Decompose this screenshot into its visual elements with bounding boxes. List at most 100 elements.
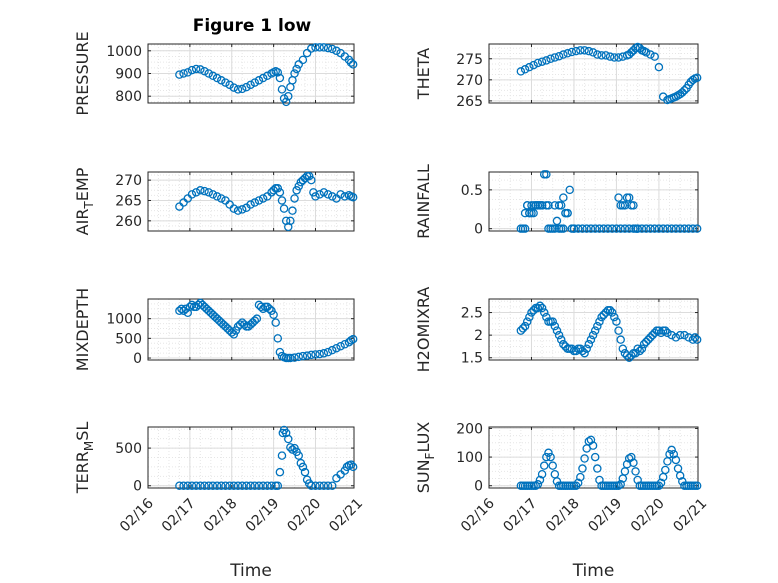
data-point <box>200 481 209 490</box>
data-point <box>294 451 303 460</box>
data-point <box>624 353 634 362</box>
data-point <box>559 339 568 349</box>
y-tick-label: 270 <box>456 73 483 89</box>
data-point <box>631 348 640 358</box>
y-tick-label: 270 <box>115 173 142 189</box>
data-point <box>265 304 274 314</box>
x-tick-label: 02/16 <box>458 495 498 535</box>
data-point <box>315 43 324 52</box>
data-point <box>292 64 301 74</box>
data-point <box>531 481 540 490</box>
data-point <box>535 301 545 311</box>
x-tick-label: 02/21 <box>326 496 366 536</box>
y-tick-label: 500 <box>115 331 142 347</box>
data-point <box>644 335 653 344</box>
data-point <box>624 193 634 202</box>
data-point <box>537 57 547 66</box>
data-point <box>183 308 193 318</box>
data-point <box>529 306 538 315</box>
data-point <box>635 346 645 356</box>
data-point <box>175 70 184 79</box>
data-point <box>580 454 589 463</box>
data-point <box>607 308 617 317</box>
axes-box <box>488 43 699 104</box>
data-point <box>221 78 230 87</box>
subplot-1: 800 900 1000 PRESSURE <box>73 31 358 116</box>
data-point <box>641 48 651 57</box>
data-point <box>307 44 316 53</box>
data-point <box>258 304 268 314</box>
data-point <box>200 66 209 76</box>
x-tick-label: 02/20 <box>628 496 668 536</box>
data-point <box>680 86 689 95</box>
data-point <box>576 344 585 353</box>
data-point <box>307 350 316 360</box>
data-point <box>250 198 260 207</box>
data-point <box>631 467 640 476</box>
data-point <box>275 188 285 197</box>
data-point <box>212 481 222 490</box>
data-point <box>550 53 560 62</box>
axes-box <box>147 171 355 232</box>
data-point <box>298 55 308 65</box>
data-point <box>227 328 236 337</box>
data-point <box>637 344 647 353</box>
data-point <box>518 324 528 333</box>
data-point <box>586 335 596 344</box>
data-point <box>516 67 526 76</box>
data-point <box>646 224 655 233</box>
data-point <box>271 318 280 327</box>
data-point <box>595 317 604 326</box>
data-point <box>601 51 611 60</box>
data-point <box>290 69 299 78</box>
data-point <box>522 201 532 210</box>
data-point <box>629 458 638 468</box>
data-point <box>582 224 591 233</box>
data-point <box>229 204 239 213</box>
data-point <box>208 71 218 81</box>
data-point <box>520 208 530 218</box>
data-point <box>633 224 642 233</box>
x-tick-label: 02/21 <box>670 496 710 536</box>
data-point <box>212 192 222 201</box>
data-point <box>537 201 547 210</box>
data-markers <box>516 170 702 233</box>
x-tick-label: 02/17 <box>159 496 199 536</box>
data-point <box>654 224 664 233</box>
data-point <box>578 464 587 473</box>
axes-box <box>147 298 355 361</box>
data-point <box>286 443 295 452</box>
data-point <box>663 224 672 233</box>
data-point <box>620 201 630 210</box>
data-point <box>548 461 557 470</box>
data-point <box>304 171 314 181</box>
y-tick-label: 0 <box>133 479 142 495</box>
data-point <box>627 351 636 360</box>
data-point <box>661 326 670 335</box>
data-point <box>229 481 239 490</box>
data-point <box>221 481 230 490</box>
data-point <box>678 477 687 486</box>
data-point <box>614 53 623 62</box>
y-tick-label: 0 <box>474 222 483 238</box>
data-point <box>275 467 285 477</box>
data-point <box>601 308 611 317</box>
data-point <box>675 224 685 233</box>
data-point <box>529 60 538 70</box>
data-point <box>533 480 543 489</box>
data-point <box>177 304 186 314</box>
data-point <box>576 46 585 55</box>
data-point <box>552 477 562 486</box>
data-point <box>292 186 301 195</box>
data-point <box>250 78 260 87</box>
data-point <box>627 452 636 462</box>
data-point <box>646 50 655 59</box>
data-point <box>692 73 702 82</box>
data-point <box>573 224 583 233</box>
data-point <box>179 69 188 78</box>
data-point <box>179 481 188 490</box>
data-point <box>208 190 218 199</box>
data-point <box>252 314 262 323</box>
